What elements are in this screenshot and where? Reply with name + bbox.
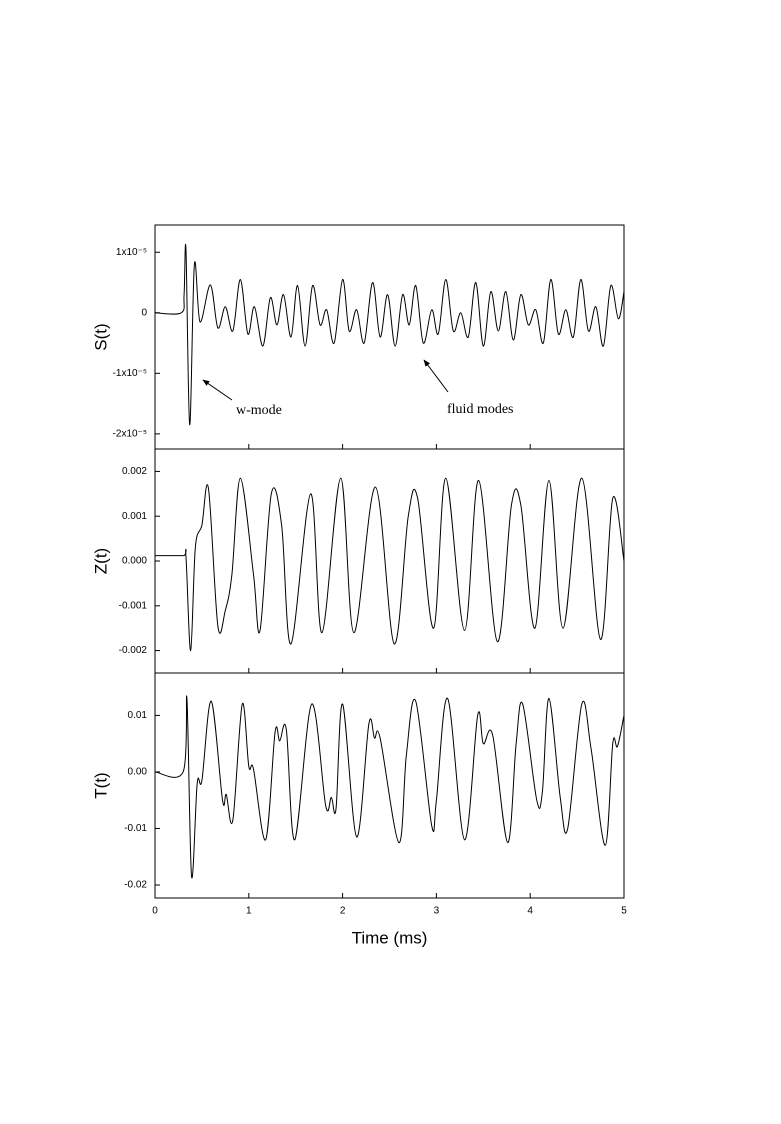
y-tick-label: 1x10⁻⁵ — [116, 247, 147, 258]
y-tick-label: 0 — [141, 307, 147, 318]
y-tick-label: -0.01 — [124, 823, 147, 834]
y-tick-label: 0.002 — [122, 466, 147, 477]
data-line — [155, 477, 624, 652]
data-line — [155, 244, 624, 426]
data-line — [155, 695, 624, 879]
y-tick-label: -0.002 — [119, 645, 148, 656]
y-tick-label: 0.001 — [122, 511, 147, 522]
x-tick-label: 3 — [434, 906, 440, 917]
x-tick-label: 1 — [246, 906, 252, 917]
y-tick-label: -0.02 — [124, 880, 147, 891]
y-tick-label: 0.00 — [128, 767, 148, 778]
plot-frame — [154, 448, 625, 674]
annotation-arrow — [202, 379, 233, 401]
plot-frame — [154, 672, 625, 899]
y-tick-label: -0.001 — [119, 600, 148, 611]
x-tick-label: 5 — [621, 906, 627, 917]
y-axis-label: Z(t) — [91, 548, 110, 574]
y-tick-label: 0.000 — [122, 556, 147, 567]
y-axis-label: S(t) — [91, 323, 110, 350]
annotation-arrow — [423, 359, 449, 393]
y-axis-label: T(t) — [91, 772, 110, 798]
plot-frame — [154, 224, 625, 450]
y-tick-label: -2x10⁻⁵ — [113, 429, 147, 440]
x-tick-label: 0 — [152, 906, 158, 917]
y-tick-label: -1x10⁻⁵ — [113, 368, 147, 379]
annotation: fluid modes — [447, 402, 514, 417]
x-tick-label: 2 — [340, 906, 346, 917]
annotation: w-mode — [236, 403, 282, 418]
x-tick-label: 4 — [527, 906, 533, 917]
y-tick-label: 0.01 — [128, 710, 148, 721]
x-axis-label: Time (ms) — [352, 928, 428, 947]
